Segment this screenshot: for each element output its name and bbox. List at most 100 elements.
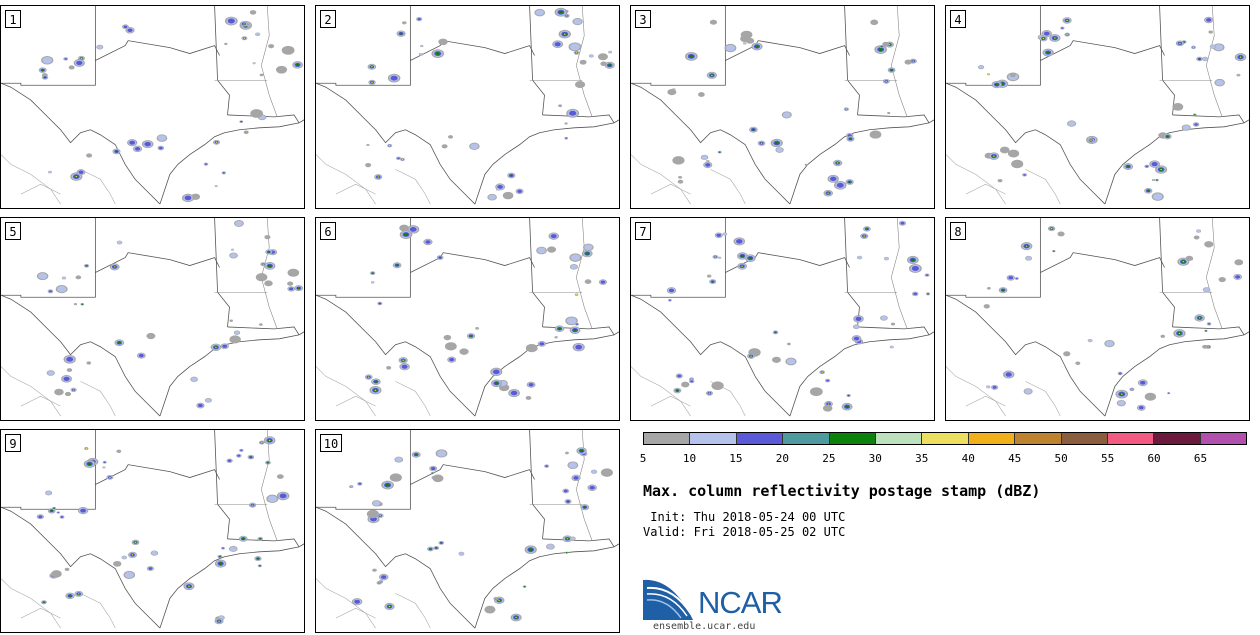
storm-cell (566, 500, 570, 503)
storm-cell (550, 234, 557, 239)
storm-cell (1053, 250, 1055, 252)
storm-cell (1063, 351, 1071, 357)
map-boundary (1, 154, 61, 205)
storm-cell (436, 450, 447, 457)
storm-cell (401, 364, 408, 369)
storm-cell (459, 348, 469, 355)
storm-cell (804, 163, 809, 167)
storm-cell (672, 156, 685, 165)
storm-cell (1153, 193, 1163, 200)
storm-cell (240, 449, 243, 452)
stamp-panel-7: 7 (630, 217, 935, 421)
map-boundary (857, 114, 934, 124)
storm-cell (711, 74, 713, 76)
storm-cell (1105, 340, 1114, 347)
colorbar-tick-label: 50 (1054, 452, 1068, 465)
storm-cell (827, 403, 830, 405)
map-boundary (789, 122, 930, 205)
storm-cell (690, 378, 693, 380)
colorbar-segment (875, 433, 923, 444)
map-boundary (946, 154, 1006, 205)
storm-cell (711, 280, 714, 283)
storm-cell (435, 547, 438, 549)
storm-cell (579, 449, 584, 453)
storm-cell (1042, 37, 1045, 40)
storm-cell (668, 299, 671, 301)
storm-cell (1015, 277, 1018, 280)
storm-cell (1090, 139, 1092, 142)
storm-cell (705, 163, 711, 167)
storm-cell (786, 358, 796, 365)
storm-cell (845, 405, 849, 408)
colorbar-segment (968, 433, 1016, 444)
storm-cell (723, 232, 727, 236)
storm-cell (565, 137, 568, 139)
storm-cell (403, 233, 409, 237)
storm-cell (855, 316, 862, 321)
storm-cell (259, 73, 264, 77)
storm-cell (470, 143, 479, 150)
storm-cell (66, 368, 73, 372)
storm-cell (131, 554, 134, 556)
map-boundary (631, 366, 691, 417)
storm-cell (1196, 229, 1201, 233)
storm-cell (399, 224, 409, 232)
storm-cell (1140, 380, 1146, 385)
storm-cell (528, 548, 533, 552)
storm-cell (927, 293, 929, 295)
storm-cell (402, 359, 404, 361)
stamp-panel-5: 5 (0, 217, 305, 421)
storm-cell (127, 28, 133, 33)
storm-cell (103, 461, 106, 464)
storm-cell (151, 551, 158, 556)
storm-cell (1166, 135, 1169, 138)
storm-cell (234, 331, 240, 335)
panel-label: 6 (320, 222, 336, 240)
storm-cell (417, 17, 421, 21)
map-boundary (844, 218, 860, 327)
storm-cell (372, 500, 381, 506)
storm-cell (565, 552, 568, 554)
storm-cell (381, 575, 387, 579)
storm-cell (87, 462, 92, 466)
storm-cell (435, 52, 440, 56)
storm-cell (497, 184, 503, 189)
storm-cell (890, 345, 894, 349)
panel-label: 2 (320, 10, 336, 28)
storm-cell (191, 377, 198, 382)
storm-cell (484, 605, 496, 614)
storm-cell (395, 457, 403, 462)
storm-cell (1207, 346, 1210, 348)
map-boundary (1, 366, 61, 417)
storm-cell (725, 44, 736, 52)
map-boundary (1, 506, 161, 629)
storm-cell (492, 369, 500, 375)
reflectivity-map (316, 218, 619, 417)
storm-cell (440, 542, 443, 544)
storm-cell (496, 188, 500, 191)
storm-cell (573, 328, 577, 332)
storm-cell (230, 253, 237, 258)
storm-cell (1205, 330, 1207, 332)
storm-cell (711, 381, 724, 390)
storm-cell (267, 495, 277, 503)
storm-cell (1001, 289, 1005, 292)
storm-cell (566, 317, 577, 325)
storm-cell (880, 46, 883, 48)
storm-cell (535, 9, 544, 16)
storm-cell (124, 571, 134, 579)
map-boundary (80, 169, 116, 205)
storm-cell (204, 163, 208, 166)
storm-cell (515, 616, 517, 619)
storm-cell (229, 319, 233, 322)
map-boundary (965, 395, 1006, 407)
storm-cell (1146, 189, 1150, 192)
storm-cell (539, 342, 545, 346)
map-boundary (95, 40, 220, 61)
storm-cell (115, 150, 118, 153)
storm-cell (117, 241, 122, 245)
storm-cell (1126, 165, 1130, 168)
storm-cell (517, 189, 522, 193)
storm-cell (865, 227, 869, 230)
storm-cell (857, 256, 862, 259)
